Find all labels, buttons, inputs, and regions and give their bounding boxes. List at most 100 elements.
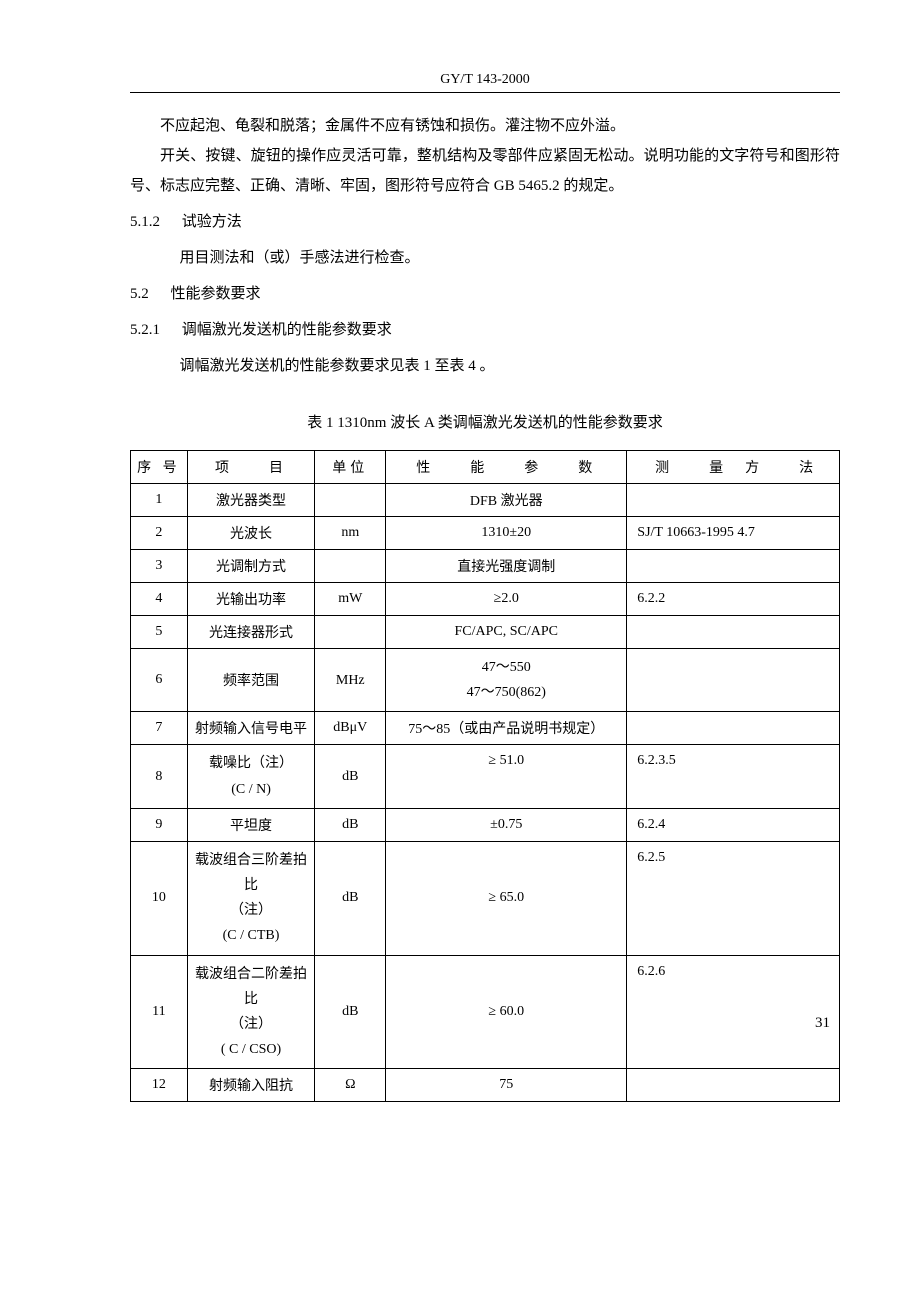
cell-unit: Ω: [315, 1069, 386, 1102]
cell-item-line2: （注）: [192, 1012, 311, 1037]
section-5-2-title: 性能参数要求: [171, 286, 261, 302]
section-5-1-2-body: 用目测法和（或）手感法进行检查。: [130, 243, 840, 273]
cell-item: 光连接器形式: [187, 616, 315, 649]
cell-unit: [315, 550, 386, 583]
cell-seq: 10: [131, 841, 188, 955]
cell-seq: 5: [131, 616, 188, 649]
cell-seq: 2: [131, 517, 188, 550]
cell-method: [627, 616, 840, 649]
cell-unit: dB: [315, 808, 386, 841]
th-param: 性 能 参 数: [386, 451, 627, 484]
table-row: 6 频率范围 MHz 47～550 47～750(862): [131, 649, 840, 712]
section-5-2-1: 5.2.1 调幅激光发送机的性能参数要求: [130, 315, 840, 345]
cell-item: 激光器类型: [187, 484, 315, 517]
cell-item: 射频输入阻抗: [187, 1069, 315, 1102]
table-row: 1 激光器类型 DFB 激光器: [131, 484, 840, 517]
section-5-1-2: 5.1.2 试验方法: [130, 207, 840, 237]
cell-unit: mW: [315, 583, 386, 616]
cell-unit: [315, 616, 386, 649]
cell-seq: 3: [131, 550, 188, 583]
cell-item: 频率范围: [187, 649, 315, 712]
cell-param-line1: 47～550: [390, 655, 622, 680]
cell-item: 载波组合二阶差拍比 （注） ( C / CSO): [187, 955, 315, 1069]
cell-param: ≥ 60.0: [386, 955, 627, 1069]
cell-param: 1310±20: [386, 517, 627, 550]
cell-item-line1: 载波组合二阶差拍比: [192, 962, 311, 1012]
cell-item-line3: ( C / CSO): [192, 1037, 311, 1062]
cell-item: 平坦度: [187, 808, 315, 841]
para-2: 开关、按键、旋钮的操作应灵活可靠，整机结构及零部件应紧固无松动。说明功能的文字符…: [130, 141, 840, 201]
cell-item: 载波组合三阶差拍比 （注） (C / CTB): [187, 841, 315, 955]
section-5-2-1-num: 5.2.1: [130, 322, 160, 338]
cell-seq: 4: [131, 583, 188, 616]
cell-method: [627, 484, 840, 517]
cell-param: ≥ 65.0: [386, 841, 627, 955]
cell-seq: 7: [131, 712, 188, 745]
cell-seq: 12: [131, 1069, 188, 1102]
th-unit: 单位: [315, 451, 386, 484]
cell-method: 6.2.6: [627, 955, 840, 1069]
cell-param: ±0.75: [386, 808, 627, 841]
cell-param: FC/APC, SC/APC: [386, 616, 627, 649]
table-row: 8 载噪比（注） (C / N) dB ≥ 51.0 6.2.3.5: [131, 745, 840, 808]
cell-unit: dB: [315, 841, 386, 955]
cell-param: 直接光强度调制: [386, 550, 627, 583]
cell-unit: dBμV: [315, 712, 386, 745]
table-caption: 表 1 1310nm 波长 A 类调幅激光发送机的性能参数要求: [130, 411, 840, 432]
cell-method: 6.2.4: [627, 808, 840, 841]
cell-method: [627, 550, 840, 583]
cell-item: 光波长: [187, 517, 315, 550]
cell-param: ≥2.0: [386, 583, 627, 616]
cell-item: 射频输入信号电平: [187, 712, 315, 745]
table-row: 11 载波组合二阶差拍比 （注） ( C / CSO) dB ≥ 60.0 6.…: [131, 955, 840, 1069]
cell-item: 光输出功率: [187, 583, 315, 616]
cell-method: 6.2.3.5: [627, 745, 840, 808]
cell-method: SJ/T 10663-1995 4.7: [627, 517, 840, 550]
section-5-2-1-title: 调幅激光发送机的性能参数要求: [182, 322, 392, 338]
cell-item-line3: (C / CTB): [192, 923, 311, 948]
cell-item: 光调制方式: [187, 550, 315, 583]
cell-item-line2: （注）: [192, 898, 311, 923]
cell-method: [627, 712, 840, 745]
section-5-1-2-num: 5.1.2: [130, 214, 160, 230]
cell-item-line2: (C / N): [192, 777, 311, 802]
section-5-1-2-title: 试验方法: [182, 214, 242, 230]
table-row: 9 平坦度 dB ±0.75 6.2.4: [131, 808, 840, 841]
table-row: 5 光连接器形式 FC/APC, SC/APC: [131, 616, 840, 649]
table-row: 7 射频输入信号电平 dBμV 75～85（或由产品说明书规定）: [131, 712, 840, 745]
section-5-2-num: 5.2: [130, 286, 149, 302]
doc-code: GY/T 143-2000: [130, 72, 840, 88]
cell-param: ≥ 51.0: [386, 745, 627, 808]
th-method: 测 量 方 法: [627, 451, 840, 484]
cell-unit: MHz: [315, 649, 386, 712]
cell-method: [627, 649, 840, 712]
cell-param-line2: 47～750(862): [390, 680, 622, 705]
cell-param: 75: [386, 1069, 627, 1102]
cell-method: [627, 1069, 840, 1102]
cell-unit: nm: [315, 517, 386, 550]
th-item: 项 目: [187, 451, 315, 484]
para-1: 不应起泡、龟裂和脱落；金属件不应有锈蚀和损伤。灌注物不应外溢。: [130, 111, 840, 141]
cell-unit: dB: [315, 745, 386, 808]
cell-seq: 11: [131, 955, 188, 1069]
cell-seq: 9: [131, 808, 188, 841]
table-row: 12 射频输入阻抗 Ω 75: [131, 1069, 840, 1102]
page-number: 31: [815, 1015, 830, 1032]
cell-seq: 8: [131, 745, 188, 808]
table-row: 3 光调制方式 直接光强度调制: [131, 550, 840, 583]
cell-unit: dB: [315, 955, 386, 1069]
cell-param: 75～85（或由产品说明书规定）: [386, 712, 627, 745]
table-row: 10 载波组合三阶差拍比 （注） (C / CTB) dB ≥ 65.0 6.2…: [131, 841, 840, 955]
cell-method: 6.2.2: [627, 583, 840, 616]
cell-unit: [315, 484, 386, 517]
cell-param: 47～550 47～750(862): [386, 649, 627, 712]
cell-seq: 1: [131, 484, 188, 517]
th-seq: 序 号: [131, 451, 188, 484]
cell-item-line1: 载波组合三阶差拍比: [192, 848, 311, 898]
table-row: 4 光输出功率 mW ≥2.0 6.2.2: [131, 583, 840, 616]
section-5-2: 5.2 性能参数要求: [130, 279, 840, 309]
page-container: GY/T 143-2000 不应起泡、龟裂和脱落；金属件不应有锈蚀和损伤。灌注物…: [0, 0, 920, 1162]
cell-method: 6.2.5: [627, 841, 840, 955]
cell-param: DFB 激光器: [386, 484, 627, 517]
header-rule: GY/T 143-2000: [130, 70, 840, 93]
